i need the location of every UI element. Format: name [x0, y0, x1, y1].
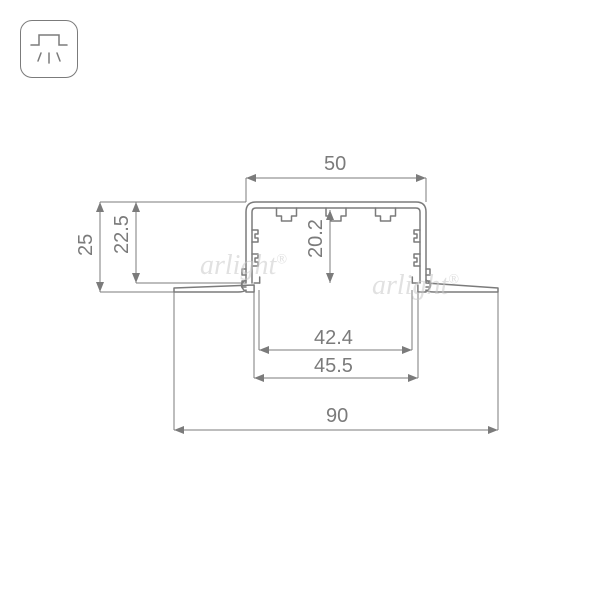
dimension-w42_4: 42.4	[259, 290, 412, 350]
dim-arrow	[132, 202, 140, 212]
dim-arrow	[96, 202, 104, 212]
dim-arrow	[326, 210, 334, 220]
dim-arrow	[246, 174, 256, 182]
dim-arrow	[408, 374, 418, 382]
dim-arrow	[254, 374, 264, 382]
technical-drawing: 50 25 22.5 20.2 42.4 45.5 90	[0, 0, 600, 600]
dim-arrow	[416, 174, 426, 182]
dim-label: 50	[324, 153, 346, 175]
dim-label: 42.4	[314, 327, 353, 349]
dim-label: 22.5	[111, 215, 133, 254]
dim-label: 20.2	[305, 219, 327, 258]
dimension-w50: 50	[246, 153, 426, 202]
dim-arrow	[326, 273, 334, 283]
dim-arrow	[259, 346, 269, 354]
dim-label: 25	[75, 234, 97, 256]
dim-label: 90	[326, 405, 348, 427]
dim-arrow	[488, 426, 498, 434]
dim-arrow	[132, 273, 140, 283]
dim-arrow	[96, 282, 104, 292]
dim-arrow	[174, 426, 184, 434]
dim-arrow	[402, 346, 412, 354]
dimension-h22_5: 22.5	[111, 202, 246, 283]
dim-label: 45.5	[314, 355, 353, 377]
profile-outline	[174, 202, 498, 292]
mounting-type-icon	[20, 20, 78, 78]
dimension-h20_2: 20.2	[305, 210, 330, 283]
